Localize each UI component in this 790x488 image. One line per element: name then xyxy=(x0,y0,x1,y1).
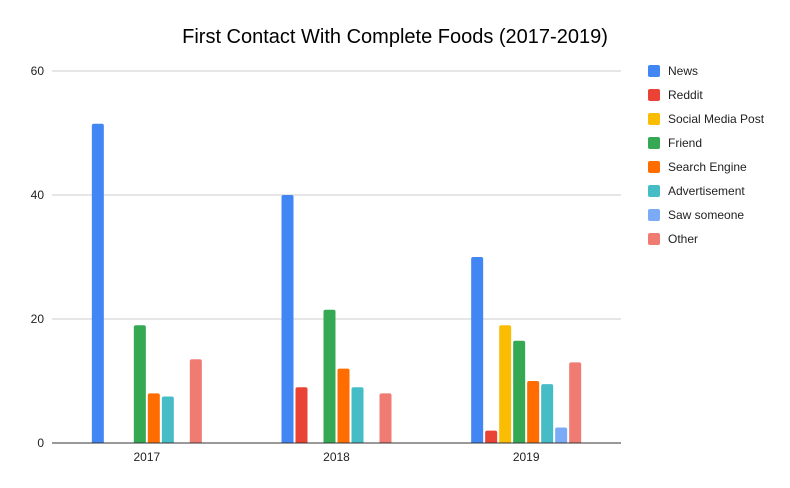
axes: 0 20 40 60 2017 2018 2019 xyxy=(31,64,621,464)
bar-friend-2019[interactable] xyxy=(513,340,526,443)
bar-other-2018[interactable] xyxy=(379,393,392,443)
legend-swatch xyxy=(648,209,660,221)
x-tick-label: 2019 xyxy=(513,450,540,464)
legend-swatch xyxy=(648,185,660,197)
chart-title: First Contact With Complete Foods (2017-… xyxy=(182,26,608,48)
legend-item-other[interactable]: Other xyxy=(648,232,698,246)
bar-advertisement-2019[interactable] xyxy=(541,384,554,443)
gridlines xyxy=(52,70,621,320)
legend-swatch xyxy=(648,137,660,149)
legend-label: Reddit xyxy=(668,88,703,102)
bar-search-engine-2019[interactable] xyxy=(527,381,540,443)
legend-label: Social Media Post xyxy=(668,112,765,126)
bar-news-2018[interactable] xyxy=(281,195,294,443)
legend-label: Search Engine xyxy=(668,160,747,174)
legend-swatch xyxy=(648,233,660,245)
bar-saw-someone-2019[interactable] xyxy=(555,427,568,444)
bar-friend-2018[interactable] xyxy=(323,309,336,443)
legend-label: Friend xyxy=(668,136,702,150)
legend[interactable]: News Reddit Social Media Post Friend Search … xyxy=(648,64,765,246)
bar-reddit-2019[interactable] xyxy=(485,430,498,443)
legend-label: Other xyxy=(668,232,698,246)
bar-other-2017[interactable] xyxy=(189,359,202,443)
legend-item-news[interactable]: News xyxy=(648,64,698,78)
legend-swatch xyxy=(648,89,660,101)
legend-item-advertisement[interactable]: Advertisement xyxy=(648,184,745,198)
legend-label: News xyxy=(668,64,698,78)
legend-swatch xyxy=(648,65,660,77)
legend-item-friend[interactable]: Friend xyxy=(648,136,702,150)
legend-label: Saw someone xyxy=(668,208,744,222)
bar-reddit-2018[interactable] xyxy=(295,387,308,443)
legend-item-search-engine[interactable]: Search Engine xyxy=(648,160,747,174)
x-tick-label: 2018 xyxy=(323,450,350,464)
legend-item-saw-someone[interactable]: Saw someone xyxy=(648,208,744,222)
bar-news-2017[interactable] xyxy=(91,123,104,443)
bar-social-media-post-2019[interactable] xyxy=(499,325,512,443)
legend-item-social-media-post[interactable]: Social Media Post xyxy=(648,112,765,126)
bar-friend-2017[interactable] xyxy=(133,325,146,443)
legend-label: Advertisement xyxy=(668,184,745,198)
bars xyxy=(91,123,582,444)
bar-news-2019[interactable] xyxy=(471,257,484,443)
bar-advertisement-2017[interactable] xyxy=(161,396,174,444)
y-tick-label: 20 xyxy=(31,312,45,326)
legend-swatch xyxy=(648,113,660,125)
x-tick-label: 2017 xyxy=(133,450,160,464)
legend-item-reddit[interactable]: Reddit xyxy=(648,88,703,102)
bar-search-engine-2017[interactable] xyxy=(147,393,160,443)
y-tick-label: 40 xyxy=(31,188,45,202)
y-tick-label: 60 xyxy=(31,64,45,78)
y-tick-label: 0 xyxy=(37,436,44,450)
bar-advertisement-2018[interactable] xyxy=(351,387,364,443)
legend-swatch xyxy=(648,161,660,173)
bar-search-engine-2018[interactable] xyxy=(337,368,350,443)
bar-other-2019[interactable] xyxy=(569,362,582,443)
